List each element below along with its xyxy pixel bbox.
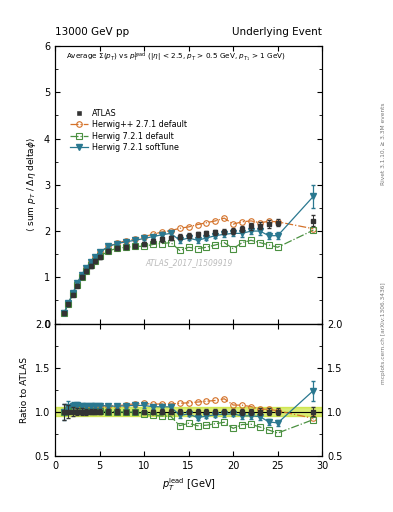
Y-axis label: $\langle$ sum $p_T$ / $\Delta\eta$ delta$\phi\rangle$: $\langle$ sum $p_T$ / $\Delta\eta$ delta… — [26, 137, 39, 232]
Text: Underlying Event: Underlying Event — [232, 27, 322, 37]
Text: ATLAS_2017_I1509919: ATLAS_2017_I1509919 — [145, 258, 232, 267]
Text: Average $\Sigma(p_T)$ vs $p_T^{\rm lead}$ ($|\eta|$ < 2.5, $p_T$ > 0.5 GeV, $p_{: Average $\Sigma(p_T)$ vs $p_T^{\rm lead}… — [66, 50, 286, 63]
Text: 13000 GeV pp: 13000 GeV pp — [55, 27, 129, 37]
Text: mcplots.cern.ch [arXiv:1306.3436]: mcplots.cern.ch [arXiv:1306.3436] — [381, 282, 386, 383]
Y-axis label: Ratio to ATLAS: Ratio to ATLAS — [20, 357, 29, 422]
Legend: ATLAS, Herwig++ 2.7.1 default, Herwig 7.2.1 default, Herwig 7.2.1 softTune: ATLAS, Herwig++ 2.7.1 default, Herwig 7.… — [67, 105, 190, 155]
Bar — [55, 407, 322, 416]
X-axis label: $p_T^{\rm lead}$ [GeV]: $p_T^{\rm lead}$ [GeV] — [162, 476, 215, 493]
Text: Rivet 3.1.10, ≥ 3.3M events: Rivet 3.1.10, ≥ 3.3M events — [381, 102, 386, 185]
